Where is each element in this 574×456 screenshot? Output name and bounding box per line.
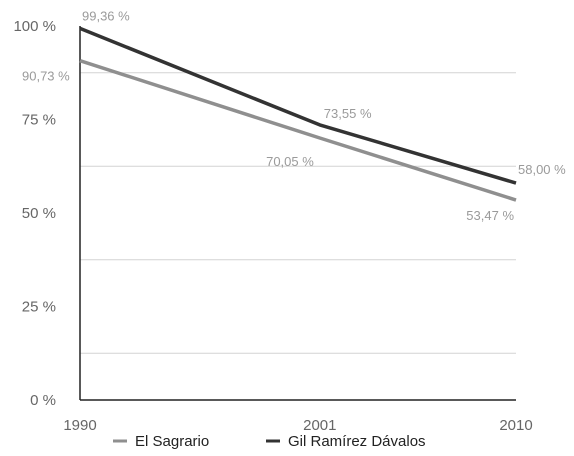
gridlines [80, 72, 516, 354]
data-label: 70,05 % [266, 154, 314, 169]
series-lines [79, 26, 517, 202]
x-tick-labels: 1990 2001 2010 [63, 417, 532, 434]
y-tick-label: 25 % [22, 299, 56, 316]
x-tick-label: 1990 [63, 417, 96, 434]
legend-label: El Sagrario [135, 433, 209, 450]
x-tick-label: 2010 [499, 417, 532, 434]
data-label: 90,73 % [22, 69, 70, 84]
y-tick-label: 0 % [30, 392, 56, 409]
data-label: 58,00 % [518, 162, 566, 177]
series-line-el-sagrario [79, 59, 517, 202]
legend-label: Gil Ramírez Dávalos [288, 433, 426, 450]
y-tick-labels: 0 % 25 % 50 % 75 % 100 % [13, 18, 56, 409]
data-labels: 90,73 % 70,05 % 53,47 % 99,36 % 73,55 % 58,00… [22, 8, 566, 223]
data-label: 53,47 % [466, 208, 514, 223]
y-tick-label: 100 % [13, 18, 56, 35]
data-label: 99,36 % [82, 8, 130, 23]
y-tick-label: 75 % [22, 112, 56, 129]
x-tick-label: 2001 [303, 417, 336, 434]
legend: El Sagrario Gil Ramírez Dávalos [113, 433, 426, 450]
y-tick-label: 50 % [22, 205, 56, 222]
data-label: 73,55 % [324, 106, 372, 121]
